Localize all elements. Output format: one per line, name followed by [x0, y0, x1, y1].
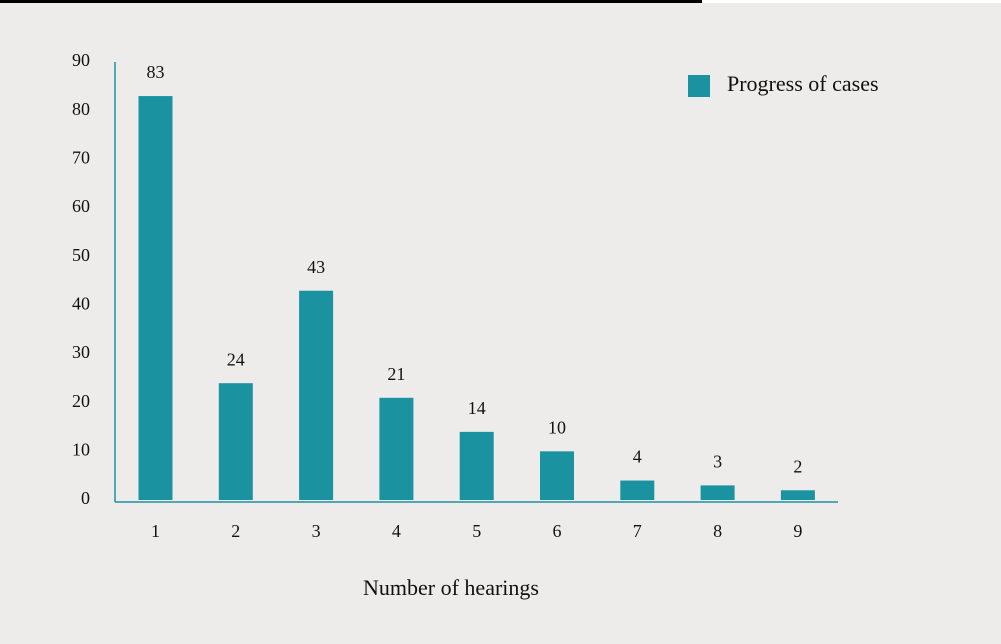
y-tick-label: 30: [72, 342, 90, 362]
y-tick-label: 20: [72, 391, 90, 411]
x-axis-label: Number of hearings: [363, 575, 539, 600]
y-tick-label: 90: [72, 50, 90, 70]
x-tick-label: 2: [231, 521, 240, 541]
bar: [218, 383, 253, 500]
y-tick-label: 80: [72, 99, 90, 119]
x-tick-label: 4: [392, 521, 401, 541]
value-label: 2: [793, 456, 802, 476]
bar: [540, 451, 574, 500]
bar: [299, 290, 334, 500]
value-label: 43: [307, 257, 325, 277]
y-tick-label: 40: [72, 293, 90, 313]
y-tick-label: 50: [72, 245, 90, 265]
bar: [138, 96, 173, 501]
bar: [780, 490, 815, 500]
x-tick-label: 6: [553, 521, 562, 541]
value-label: 83: [147, 62, 165, 82]
bar: [379, 397, 414, 500]
legend-swatch: [688, 75, 710, 97]
value-label: 14: [468, 398, 486, 418]
bar: [620, 480, 655, 500]
bar: [459, 431, 494, 500]
y-tick-label: 10: [72, 439, 90, 459]
y-tick-label: 60: [72, 196, 90, 216]
x-tick-label: 8: [713, 521, 722, 541]
x-tick-label: 1: [151, 521, 160, 541]
bar: [700, 485, 735, 500]
x-tick-label: 7: [633, 521, 642, 541]
x-tick-label: 3: [312, 521, 321, 541]
y-tick-label: 70: [72, 147, 90, 167]
value-label: 4: [633, 447, 642, 467]
y-tick-label: 0: [81, 488, 90, 508]
x-tick-label: 5: [472, 521, 481, 541]
legend-label: Progress of cases: [727, 71, 879, 96]
value-label: 24: [227, 349, 245, 369]
value-label: 3: [713, 452, 722, 472]
top-rule: [0, 0, 702, 3]
value-label: 10: [548, 417, 566, 437]
value-label: 21: [387, 364, 405, 384]
x-tick-label: 9: [793, 521, 802, 541]
